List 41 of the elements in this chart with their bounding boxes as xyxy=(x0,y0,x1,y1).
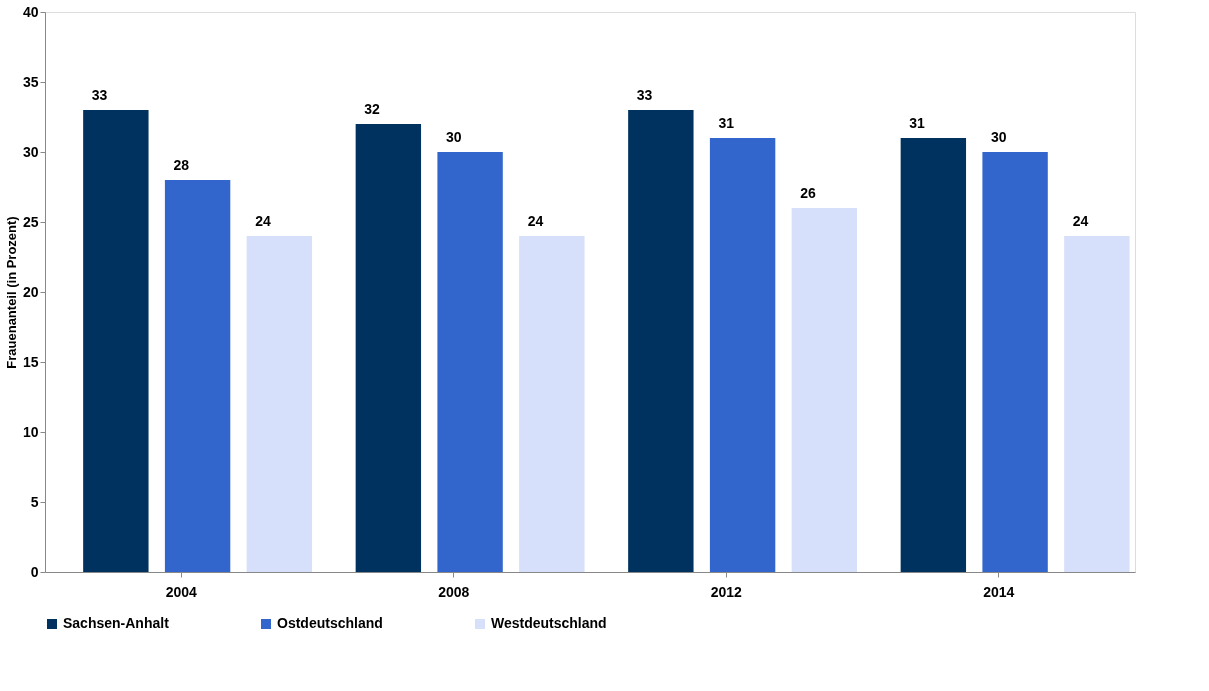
bar xyxy=(791,208,858,572)
legend-label: Westdeutschland xyxy=(491,615,607,631)
y-tick-label: 5 xyxy=(30,493,39,510)
bar xyxy=(628,110,694,572)
data-label: 33 xyxy=(91,87,108,103)
data-label: 33 xyxy=(636,87,653,103)
data-label: 28 xyxy=(173,157,190,173)
data-label: 31 xyxy=(909,115,925,131)
y-tick-label: 20 xyxy=(22,283,39,300)
data-label: 30 xyxy=(445,129,462,145)
data-label: 32 xyxy=(364,101,380,117)
legend-label: Sachsen-Anhalt xyxy=(63,615,170,631)
bar xyxy=(900,138,967,572)
y-tick-label: 15 xyxy=(22,353,39,370)
data-label: 24 xyxy=(255,213,271,229)
y-tick-label: 30 xyxy=(22,143,39,160)
y-tick-label: 0 xyxy=(30,563,39,580)
bar xyxy=(437,152,503,572)
data-label: 24 xyxy=(1072,213,1089,229)
y-tick-label: 25 xyxy=(22,213,39,230)
bar xyxy=(164,180,231,572)
legend-label: Ostdeutschland xyxy=(277,615,383,631)
bar xyxy=(83,110,149,572)
x-tick-label: 2008 xyxy=(438,583,470,600)
bar xyxy=(982,152,1048,572)
data-label: 26 xyxy=(800,185,816,201)
bar xyxy=(1064,236,1130,572)
data-label: 30 xyxy=(990,129,1007,145)
y-tick-label: 35 xyxy=(22,73,39,90)
x-tick-label: 2014 xyxy=(983,583,1015,600)
x-tick-label: 2004 xyxy=(165,583,198,600)
bar xyxy=(246,236,313,572)
bar xyxy=(355,124,422,572)
data-label: 31 xyxy=(718,115,735,131)
bar xyxy=(709,138,776,572)
x-tick-label: 2012 xyxy=(710,583,743,600)
y-axis-title: Frauenanteil (in Prozent) xyxy=(3,216,19,369)
data-label: 24 xyxy=(527,213,544,229)
bar xyxy=(519,236,585,572)
y-tick-label: 10 xyxy=(22,423,39,440)
y-tick-label: 40 xyxy=(22,3,39,20)
